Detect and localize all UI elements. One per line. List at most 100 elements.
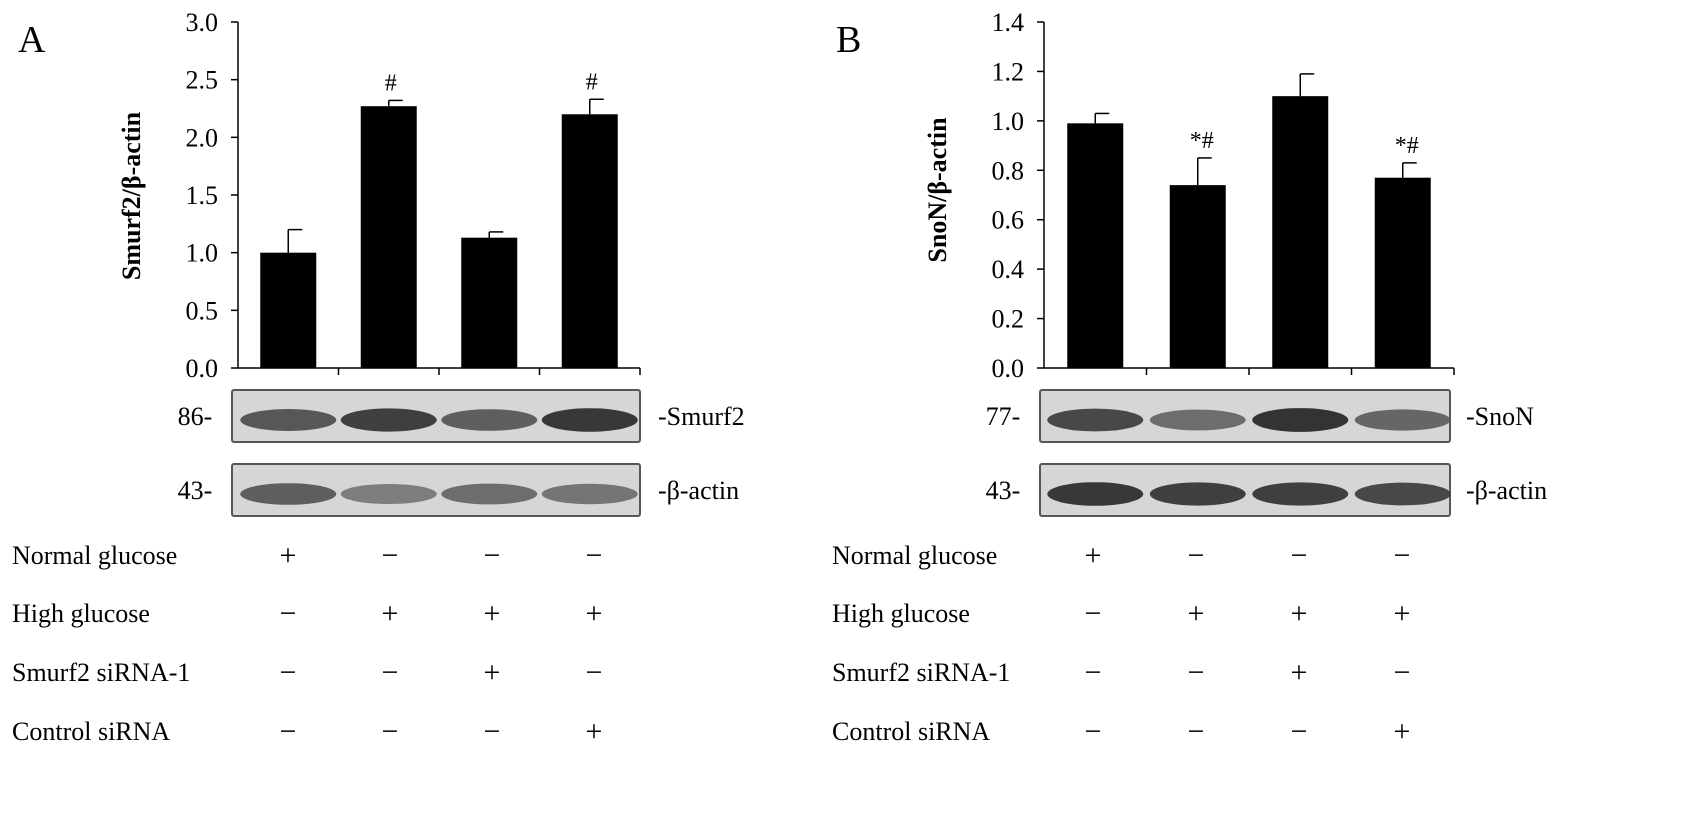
significance-mark: *#	[1395, 133, 1419, 159]
y-tick-label: 0.5	[186, 296, 219, 325]
blot-band	[441, 409, 538, 431]
y-tick-label: 0.4	[992, 255, 1025, 284]
molecular-weight-marker: 77-	[986, 402, 1021, 431]
condition-sign: −	[1394, 539, 1411, 572]
blot-strip	[231, 389, 641, 443]
blot-frame	[1039, 463, 1451, 517]
molecular-weight-marker: 43-	[986, 476, 1021, 505]
condition-sign: −	[484, 539, 501, 572]
blot-band	[541, 408, 638, 432]
condition-sign: −	[1085, 715, 1102, 748]
significance-mark: #	[586, 69, 598, 95]
condition-sign: −	[1188, 715, 1205, 748]
condition-sign: +	[484, 597, 501, 630]
condition-sign: −	[1291, 715, 1308, 748]
significance-mark: *#	[1190, 128, 1214, 154]
y-tick-label: 0.0	[186, 354, 219, 383]
blot-label: -β-actin	[658, 476, 739, 505]
blot-band	[1252, 482, 1349, 506]
blot-band	[1047, 408, 1144, 432]
y-tick-label: 1.0	[186, 239, 219, 268]
blot-band	[240, 409, 337, 431]
condition-sign: −	[280, 597, 297, 630]
blot-frame	[231, 463, 641, 517]
y-tick-label: 3.0	[186, 8, 219, 37]
bar	[1374, 177, 1431, 368]
blot-band	[541, 483, 638, 505]
blot-band	[1354, 482, 1451, 506]
condition-sign: +	[280, 539, 297, 572]
blot-label: -β-actin	[1466, 476, 1547, 505]
y-tick-label: 0.6	[992, 206, 1025, 235]
y-tick-label: 0.0	[992, 354, 1025, 383]
y-tick-label: 1.4	[992, 8, 1025, 37]
condition-sign: −	[1188, 656, 1205, 689]
condition-sign: −	[1085, 597, 1102, 630]
condition-sign: −	[484, 715, 501, 748]
blot-strip	[231, 463, 641, 517]
condition-sign: −	[1394, 656, 1411, 689]
condition-sign: +	[1394, 715, 1411, 748]
bar	[1169, 185, 1226, 368]
condition-sign: −	[1085, 656, 1102, 689]
condition-sign: −	[382, 539, 399, 572]
condition-sign: −	[586, 539, 603, 572]
panel-label: A	[18, 19, 46, 61]
condition-sign: +	[484, 656, 501, 689]
blot-band	[1252, 408, 1349, 432]
condition-sign: +	[1291, 597, 1308, 630]
blot-band	[1047, 482, 1144, 506]
significance-mark: #	[385, 70, 397, 96]
blot-label: -Smurf2	[658, 402, 745, 431]
y-axis-label: Smurf2/β-actin	[117, 111, 146, 280]
bar	[461, 237, 518, 368]
condition-sign: +	[1085, 539, 1102, 572]
condition-sign: +	[1188, 597, 1205, 630]
condition-label: Normal glucose	[832, 541, 997, 570]
blot-band	[1149, 409, 1246, 431]
condition-label: High glucose	[832, 599, 970, 628]
panel-label: B	[836, 19, 861, 61]
condition-sign: −	[1188, 539, 1205, 572]
y-tick-label: 2.5	[186, 66, 219, 95]
molecular-weight-marker: 43-	[178, 476, 213, 505]
condition-sign: −	[280, 715, 297, 748]
blot-strip	[1039, 463, 1451, 517]
y-tick-label: 1.0	[992, 107, 1025, 136]
condition-sign: +	[1291, 656, 1308, 689]
molecular-weight-marker: 86-	[178, 402, 213, 431]
condition-sign: −	[382, 656, 399, 689]
condition-sign: +	[1394, 597, 1411, 630]
blot-label: -SnoN	[1466, 402, 1534, 431]
y-axis-label: SnoN/β-actin	[923, 117, 952, 263]
bar	[260, 252, 317, 368]
condition-label: Control siRNA	[12, 717, 170, 746]
condition-sign: +	[382, 597, 399, 630]
condition-sign: −	[382, 715, 399, 748]
condition-label: Smurf2 siRNA-1	[832, 658, 1010, 687]
condition-sign: +	[586, 715, 603, 748]
condition-sign: −	[586, 656, 603, 689]
bar	[1272, 96, 1329, 369]
y-tick-label: 0.8	[992, 156, 1025, 185]
blot-band	[441, 483, 538, 505]
condition-label: High glucose	[12, 599, 150, 628]
blot-band	[240, 483, 337, 505]
blot-band	[340, 408, 437, 432]
condition-label: Smurf2 siRNA-1	[12, 658, 190, 687]
panel-a: A Smurf2/β-actin 0.0 0.5 1.0 1.5 2.0 2.5 3.0 # #86…	[12, 8, 745, 748]
bar	[561, 114, 618, 369]
blot-band	[1149, 482, 1246, 506]
condition-label: Control siRNA	[832, 717, 990, 746]
y-tick-label: 1.5	[186, 181, 219, 210]
condition-label: Normal glucose	[12, 541, 177, 570]
blot-band	[1354, 409, 1451, 431]
y-tick-label: 2.0	[186, 123, 219, 152]
condition-sign: −	[280, 656, 297, 689]
condition-sign: −	[1291, 539, 1308, 572]
y-tick-label: 1.2	[992, 57, 1025, 86]
blot-band	[340, 484, 437, 504]
bar	[1067, 123, 1124, 368]
panel-b: B SnoN/β-actin 0.0 0.2 0.4 0.6 0.8 1.0 1.2 1.4 *# *…	[832, 8, 1547, 748]
blot-frame	[231, 389, 641, 443]
